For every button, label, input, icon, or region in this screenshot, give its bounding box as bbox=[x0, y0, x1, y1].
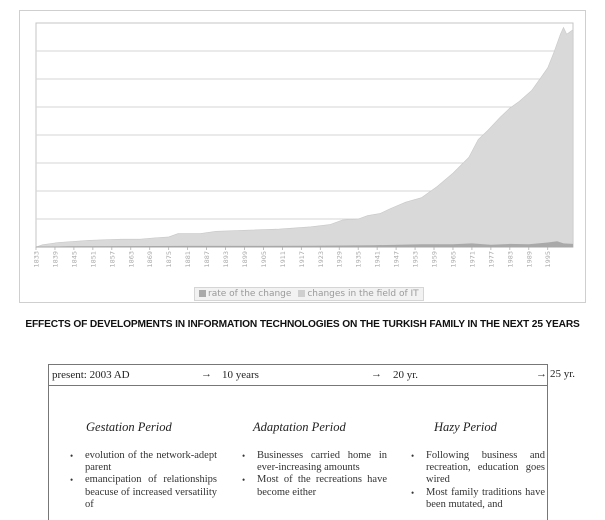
x-tick-label: 1965 bbox=[449, 251, 457, 268]
x-tick-label: 1869 bbox=[146, 251, 154, 268]
x-tick-label: 1995 bbox=[544, 251, 552, 268]
x-tick-label: 1881 bbox=[184, 251, 192, 268]
x-tick-label: 1977 bbox=[487, 251, 495, 268]
x-tick-label: 1971 bbox=[468, 251, 476, 268]
timeline-arrow: → bbox=[201, 368, 212, 380]
timeline-arrow: → bbox=[371, 368, 382, 380]
timeline-header: present: 2003 AD → 10 years → 20 yr. → bbox=[49, 364, 547, 386]
x-tick-label: 1947 bbox=[393, 251, 401, 268]
legend-item-rate-of-change: rate of the change bbox=[199, 289, 294, 299]
chart-frame: 1833 1839 1845 1851 1857 1863 1869 1875 1881 1887… bbox=[19, 10, 586, 303]
timeline-arrow: → bbox=[536, 368, 547, 380]
x-tick-label: 1857 bbox=[108, 251, 116, 268]
chart-legend: rate of the change changes in the field … bbox=[194, 287, 424, 301]
x-tick-label: 1923 bbox=[317, 251, 325, 268]
document-heading: EFFECTS OF DEVELOPMENTS IN INFORMATION T… bbox=[25, 319, 580, 330]
list-item: Businesses carried home in ever-increasi… bbox=[239, 450, 387, 474]
period-title-gestation: Gestation Period bbox=[86, 420, 172, 434]
legend-swatch-rate bbox=[199, 290, 206, 297]
legend-swatch-it bbox=[298, 290, 306, 297]
timeline-table: present: 2003 AD → 10 years → 20 yr. → G… bbox=[48, 364, 548, 520]
x-tick-label: 1887 bbox=[203, 251, 211, 268]
x-tick-label: 1989 bbox=[525, 251, 533, 268]
x-tick-label: 1899 bbox=[241, 251, 249, 268]
period-list-gestation: evolution of the network-adept parent em… bbox=[67, 450, 217, 511]
timeline-label-present: present: 2003 AD bbox=[52, 369, 130, 381]
list-item: emancipation of relationships beacuse of… bbox=[67, 474, 217, 511]
x-tick-label: 1953 bbox=[412, 251, 420, 268]
x-tick-label: 1905 bbox=[260, 251, 268, 268]
period-title-hazy: Hazy Period bbox=[434, 420, 497, 434]
legend-label-it: changes in the field of IT bbox=[307, 289, 419, 299]
x-tick-label: 1893 bbox=[222, 251, 230, 268]
x-axis: 1833 1839 1845 1851 1857 1863 1869 1875 1881 1887… bbox=[33, 246, 573, 268]
area-chart: 1833 1839 1845 1851 1857 1863 1869 1875 1881 1887… bbox=[33, 22, 574, 268]
legend-label-rate: rate of the change bbox=[208, 289, 292, 299]
timeline-label-20y: 20 yr. bbox=[393, 369, 419, 381]
timeline-label-25y: 25 yr. bbox=[550, 368, 576, 380]
x-tick-label: 1833 bbox=[33, 251, 41, 268]
x-tick-label: 1983 bbox=[506, 251, 514, 268]
legend-item-it-changes: changes in the field of IT bbox=[298, 289, 419, 299]
x-tick-label: 1917 bbox=[298, 251, 306, 268]
x-tick-label: 1929 bbox=[336, 251, 344, 268]
period-list-hazy: Following business and recreation, educa… bbox=[408, 450, 545, 511]
list-item: evolution of the network-adept parent bbox=[67, 450, 217, 474]
list-item: Following business and recreation, educa… bbox=[408, 450, 545, 487]
list-item: Most family traditions have been mutated… bbox=[408, 487, 545, 511]
x-tick-label: 1851 bbox=[89, 251, 97, 268]
x-tick-label: 1935 bbox=[355, 251, 363, 268]
x-tick-label: 1863 bbox=[127, 251, 135, 268]
x-tick-label: 1959 bbox=[431, 251, 439, 268]
x-tick-label: 1845 bbox=[70, 251, 78, 268]
x-tick-label: 1911 bbox=[279, 251, 287, 268]
x-tick-label: 1839 bbox=[51, 251, 59, 268]
x-tick-label: 1941 bbox=[374, 251, 382, 268]
series-areas bbox=[35, 26, 574, 248]
list-item: Most of the recreations have become eith… bbox=[239, 474, 387, 498]
area-series-it-changes bbox=[35, 26, 574, 248]
area-series-rate-of-change bbox=[36, 241, 573, 247]
x-tick-label: 1875 bbox=[165, 251, 173, 268]
period-list-adaptation: Businesses carried home in ever-increasi… bbox=[239, 450, 387, 499]
period-title-adaptation: Adaptation Period bbox=[253, 420, 346, 434]
timeline-label-10y: 10 years bbox=[222, 369, 259, 381]
